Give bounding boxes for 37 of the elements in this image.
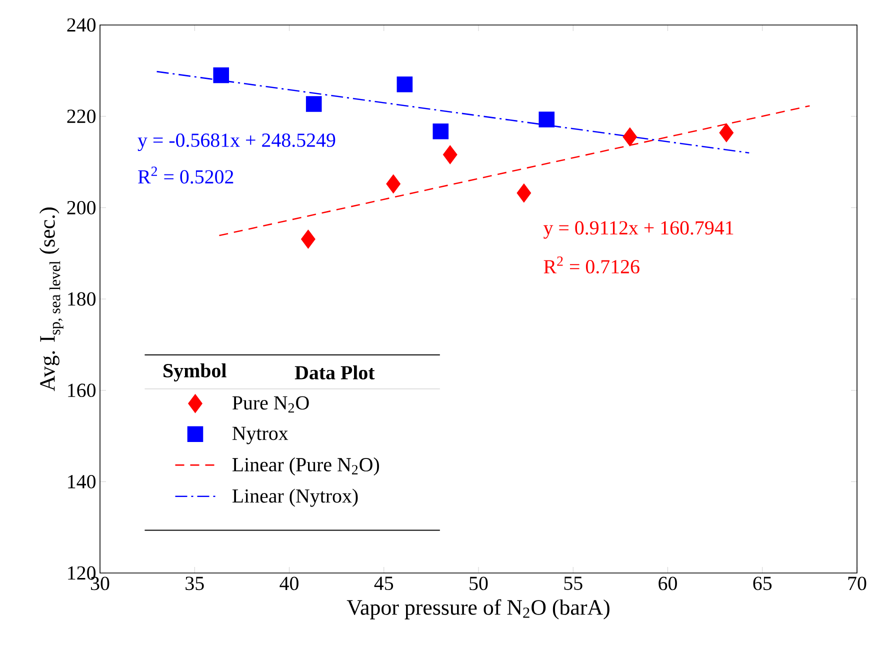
x-tick-label: 45	[374, 576, 394, 590]
x-axis-title: Vapor pressure of N$_{2}$O (barA)	[346, 599, 610, 620]
point	[538, 112, 555, 128]
y-tick-label: 200	[67, 200, 96, 214]
legend-label: Linear (Nytrox)	[232, 488, 358, 507]
y-tick-label: 160	[68, 384, 96, 398]
point	[301, 230, 316, 249]
legend-label: Linear (Pure N$_{2}$O)	[232, 457, 380, 476]
y-tick-label: 180	[68, 292, 96, 306]
y-tick-label: 140	[68, 474, 96, 488]
point	[396, 76, 413, 92]
point	[306, 96, 322, 112]
point	[442, 145, 458, 164]
x-tick-label: 70	[848, 576, 866, 590]
point	[719, 123, 734, 142]
point	[622, 127, 638, 146]
annotation: y = 0.9112x + 160.7941	[544, 221, 734, 239]
x-tick-label: 50	[470, 576, 488, 590]
annotation: Symbol	[164, 363, 226, 382]
x-tick-label: 55	[564, 576, 582, 590]
annotation: R$^{2}$ = 0.5202	[138, 166, 234, 184]
x-tick-label: 60	[658, 576, 677, 590]
x-tick-label: 65	[753, 576, 772, 590]
point	[213, 67, 230, 84]
y-tick-label: 220	[67, 110, 96, 124]
x-tick-label: 40	[280, 576, 298, 590]
point	[386, 174, 400, 194]
y-axis-title: $\text{Avg. I}_{\text{sp, sea level}}\text{ (sec.)}$	[39, 208, 64, 392]
annotation: y = -0.5681x + 248.5249	[138, 133, 336, 152]
legend-label: Nytrox	[232, 426, 288, 444]
point	[516, 184, 532, 202]
legend-label: Pure N$_{2}$O	[232, 396, 309, 412]
y-tick-label: 240	[67, 18, 96, 32]
legend-title: Data Plot	[294, 365, 375, 380]
point	[432, 124, 449, 140]
annotation: R$^{2}$ = 0.7126	[544, 256, 640, 274]
x-tick-label: 35	[186, 576, 204, 590]
